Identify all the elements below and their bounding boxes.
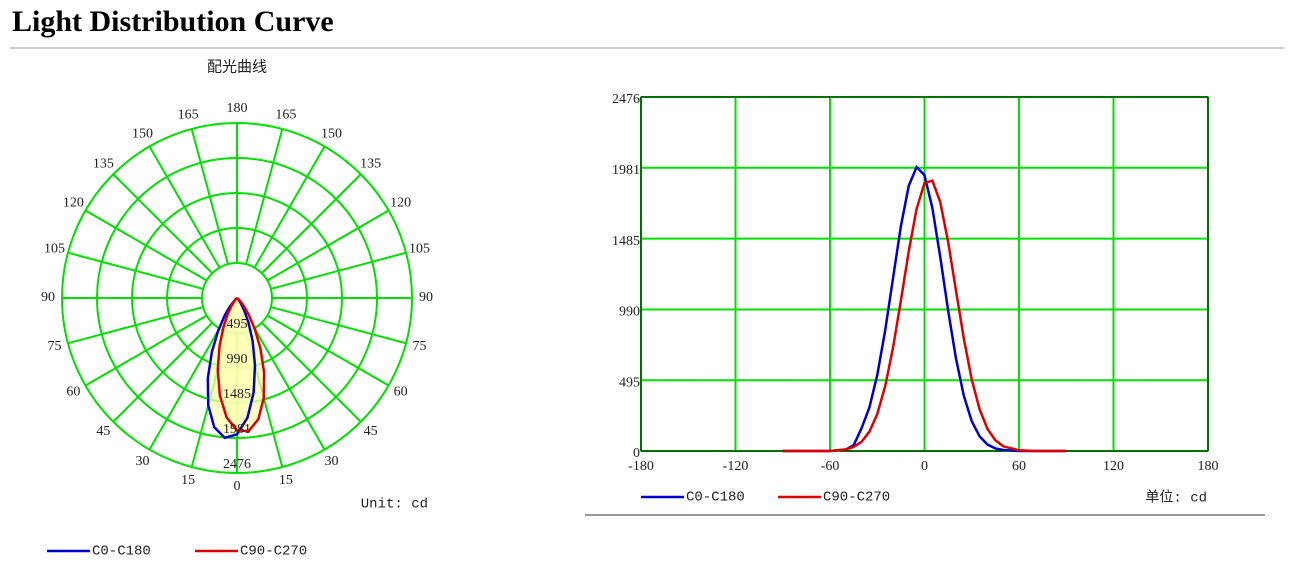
angle-label: 90 bbox=[419, 290, 433, 305]
polar-curve bbox=[216, 296, 266, 433]
y-tick-label: 1485 bbox=[612, 234, 640, 249]
angle-label: 150 bbox=[321, 127, 342, 142]
grid-spoke bbox=[253, 327, 326, 451]
x-tick-label: 180 bbox=[1198, 459, 1219, 474]
angle-label: 165 bbox=[178, 108, 199, 123]
y-tick-label: 0 bbox=[633, 446, 640, 461]
angle-label: 15 bbox=[279, 473, 293, 488]
grid-spoke bbox=[148, 327, 221, 451]
legend-label: C0-C180 bbox=[686, 490, 745, 506]
x-tick-label: -120 bbox=[723, 459, 749, 474]
radial-tick-label: 1485 bbox=[223, 387, 251, 402]
grid-spoke bbox=[261, 173, 362, 274]
radial-tick-label: 2476 bbox=[223, 457, 251, 472]
y-tick-label: 2476 bbox=[612, 92, 640, 107]
radial-tick-label: 495 bbox=[227, 317, 248, 332]
x-tick-label: 60 bbox=[1012, 459, 1026, 474]
angle-label: 180 bbox=[227, 101, 248, 116]
plot-frame bbox=[640, 96, 1209, 452]
grid-spoke bbox=[253, 145, 326, 269]
x-tick-label: 0 bbox=[921, 459, 928, 474]
y-tick-label: 1981 bbox=[612, 163, 640, 178]
grid-spoke bbox=[67, 251, 204, 290]
y-tick-label: 495 bbox=[619, 375, 640, 390]
angle-label: 120 bbox=[390, 196, 411, 211]
grid-spoke bbox=[245, 128, 284, 265]
legend-label: C90-C270 bbox=[823, 490, 890, 506]
grid-spoke bbox=[261, 322, 362, 423]
angle-label: 75 bbox=[413, 339, 427, 354]
angle-label: 0 bbox=[234, 479, 241, 494]
angle-label: 75 bbox=[47, 339, 61, 354]
angle-label: 135 bbox=[93, 157, 114, 172]
angle-label: 60 bbox=[66, 385, 80, 400]
grid-spoke bbox=[148, 145, 221, 269]
angle-label: 105 bbox=[409, 241, 430, 256]
grid-spoke bbox=[270, 306, 407, 345]
angle-label: 60 bbox=[394, 385, 408, 400]
y-tick-label: 990 bbox=[619, 305, 640, 320]
angle-label: 105 bbox=[44, 241, 65, 256]
grid-spoke bbox=[190, 128, 229, 265]
radial-tick-label: 990 bbox=[227, 352, 248, 367]
x-tick-label: -60 bbox=[821, 459, 840, 474]
page-title: Light Distribution Curve bbox=[12, 5, 334, 38]
grid-spoke bbox=[112, 322, 213, 423]
angle-label: 30 bbox=[325, 454, 339, 469]
grid-spoke bbox=[112, 173, 213, 274]
grid-spoke bbox=[266, 209, 390, 282]
angle-label: 45 bbox=[364, 424, 378, 439]
legend-label: C0-C180 bbox=[92, 544, 151, 560]
unit-label: 单位: cd bbox=[1145, 490, 1207, 507]
legend-label: C90-C270 bbox=[240, 544, 307, 560]
radial-tick-label: 1981 bbox=[223, 422, 251, 437]
grid-spoke bbox=[84, 314, 208, 387]
x-tick-label: 120 bbox=[1103, 459, 1124, 474]
angle-label: 45 bbox=[96, 424, 110, 439]
angle-label: 90 bbox=[41, 290, 55, 305]
unit-label: Unit: cd bbox=[361, 497, 428, 513]
angle-label: 30 bbox=[136, 454, 150, 469]
grid-spoke bbox=[84, 209, 208, 282]
x-tick-label: -180 bbox=[628, 459, 654, 474]
angle-label: 165 bbox=[275, 108, 296, 123]
grid-spoke bbox=[270, 251, 407, 290]
angle-label: 135 bbox=[360, 157, 381, 172]
angle-label: 15 bbox=[181, 473, 195, 488]
line-series bbox=[782, 179, 1067, 453]
chart-title: 配光曲线 bbox=[207, 58, 267, 75]
angle-label: 150 bbox=[132, 127, 153, 142]
grid-spoke bbox=[266, 314, 390, 387]
grid-spoke bbox=[67, 306, 204, 345]
angle-label: 120 bbox=[63, 196, 84, 211]
